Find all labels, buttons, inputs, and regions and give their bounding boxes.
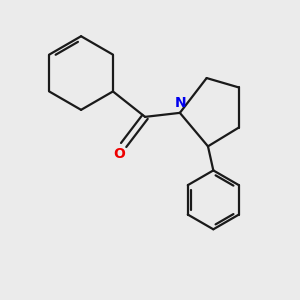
- Text: O: O: [113, 147, 125, 161]
- Text: N: N: [175, 97, 186, 110]
